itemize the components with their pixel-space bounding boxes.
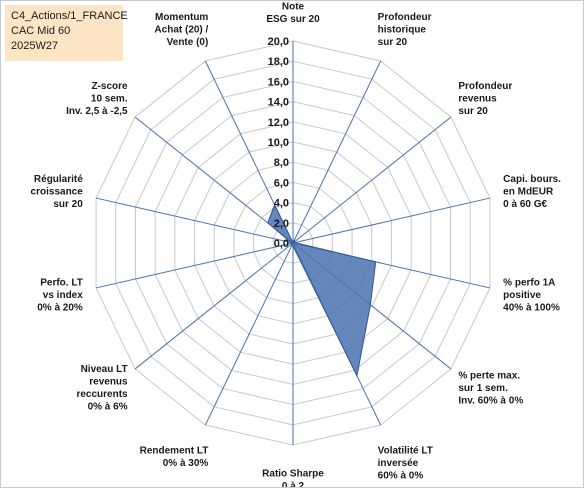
- tick-label: 2,0: [274, 218, 289, 230]
- category-label: Ratio Sharpe 0 à 2: [262, 468, 324, 488]
- category-label: Momentum Achat (20) / Vente (0): [154, 12, 208, 48]
- category-label: Régularité croissance sur 20: [31, 174, 84, 210]
- label-layer: Note ESG sur 20 Profondeur historique sur 20…: [31, 1, 562, 488]
- tick-label: 12,0: [268, 117, 289, 129]
- category-label: Capi. bours. en MdEUR 0 à 60 G€: [503, 174, 561, 210]
- axis-spoke: [292, 197, 491, 244]
- tick-label: 6,0: [274, 177, 289, 189]
- axis-spoke: [204, 242, 294, 426]
- category-label: Rendement LT 0% à 30%: [140, 445, 209, 469]
- category-label: Note ESG sur 20: [266, 1, 320, 25]
- axis-spoke: [292, 60, 382, 244]
- tick-label: 4,0: [274, 198, 289, 210]
- axis-spoke: [134, 242, 294, 370]
- series-area: [267, 203, 377, 378]
- axis-spoke: [134, 116, 294, 244]
- info-box: C4_Actions/1_FRANCE CAC Mid 60 2025W27: [5, 5, 128, 61]
- tick-label: 18,0: [268, 56, 289, 68]
- tick-label: 16,0: [268, 76, 289, 88]
- spoke-layer: [95, 41, 491, 445]
- category-label: Profondeur revenus sur 20: [458, 81, 512, 117]
- tick-label: 8,0: [274, 157, 289, 169]
- info-box-week: 2025W27: [11, 40, 59, 52]
- tick-label: 0,0: [274, 238, 289, 250]
- axis-spoke: [292, 116, 452, 244]
- info-box-market: C4_Actions/1_FRANCE: [11, 10, 128, 22]
- category-label: Niveau LT revenus reccurents 0% à 6%: [76, 364, 128, 413]
- axis-spoke: [95, 197, 294, 244]
- series-layer: [267, 203, 377, 378]
- category-label: Profondeur historique sur 20: [378, 12, 432, 48]
- axis-spoke: [95, 242, 294, 289]
- category-label: Volatilité LT inversée 60% à 0%: [378, 445, 433, 481]
- category-label: % perfo 1A positive 40% à 100%: [503, 277, 560, 313]
- tick-label: 20,0: [268, 36, 289, 48]
- category-label: Perfo. LT vs index 0% à 20%: [37, 277, 83, 313]
- info-box-index: CAC Mid 60: [11, 25, 71, 37]
- tick-label: 14,0: [268, 97, 289, 109]
- tick-label: 10,0: [268, 137, 289, 149]
- category-label: % perte max. sur 1 sem. Inv. 60% à 0%: [458, 370, 523, 406]
- category-label: Z-score 10 sem. Inv. 2,5 à -2,5: [66, 81, 128, 117]
- tick-layer: 0,0 2,0 4,0 6,0 8,0 10,0 12,0 14,0 16,0 18,0 20,0: [268, 36, 289, 250]
